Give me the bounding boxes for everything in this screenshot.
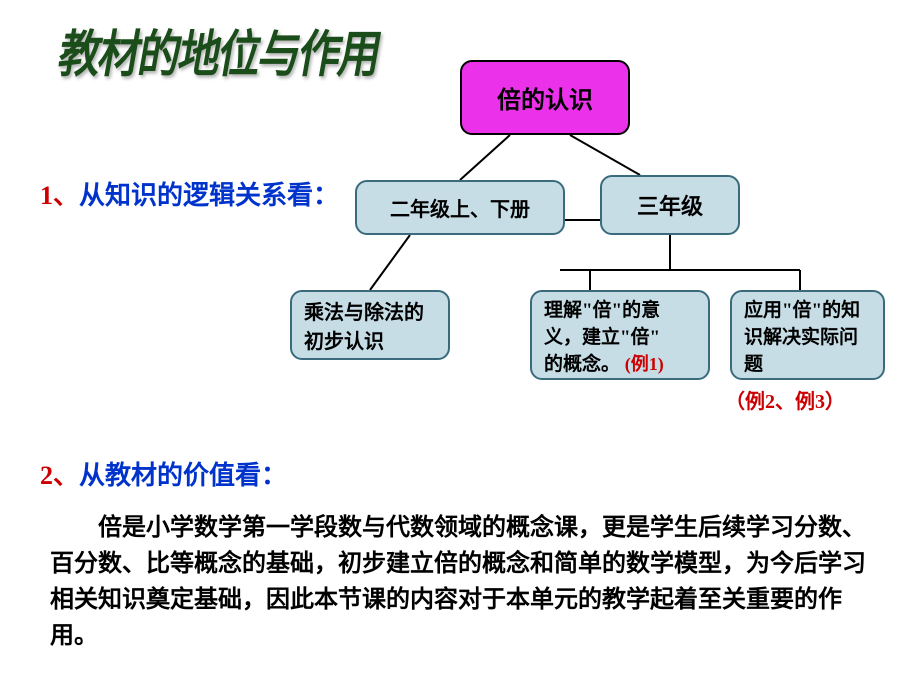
leaf2-line2: 义，建立"倍"	[544, 322, 660, 349]
leaf1-node: 乘法与除法的初步认识	[290, 290, 450, 360]
example1-label: (例1)	[625, 354, 664, 374]
left-child-node: 二年级上、下册	[355, 180, 565, 235]
body-paragraph: 倍是小学数学第一学段数与代数领域的概念课，更是学生后续学习分数、百分数、比等概念…	[50, 510, 880, 654]
heading-2-text: 从教材的价值看：	[79, 461, 287, 490]
root-node: 倍的认识	[460, 60, 630, 135]
example23-label: （例2、例3）	[725, 385, 845, 414]
line-root-left	[460, 135, 510, 180]
leaf2-line1: 理解"倍"的意	[544, 295, 660, 322]
line-left-leaf1	[370, 235, 410, 290]
heading-2: 2、从教材的价值看：	[40, 455, 287, 492]
heading-1-num: 1、	[40, 181, 79, 210]
leaf2-node: 理解"倍"的意 义，建立"倍" 的概念。 (例1)	[530, 290, 710, 380]
heading-1-text: 从知识的逻辑关系看：	[79, 181, 339, 210]
line-root-right	[570, 135, 640, 175]
leaf2-line3: 的概念。	[544, 354, 620, 375]
leaf3-node: 应用"倍"的知识解决实际问题	[730, 290, 885, 380]
right-child-node: 三年级	[600, 175, 740, 235]
heading-2-num: 2、	[40, 461, 79, 490]
leaf2-line3-wrap: 的概念。 (例1)	[544, 349, 664, 376]
heading-1: 1、从知识的逻辑关系看：	[40, 175, 339, 212]
title-art: 教材的地位与作用	[54, 14, 387, 87]
